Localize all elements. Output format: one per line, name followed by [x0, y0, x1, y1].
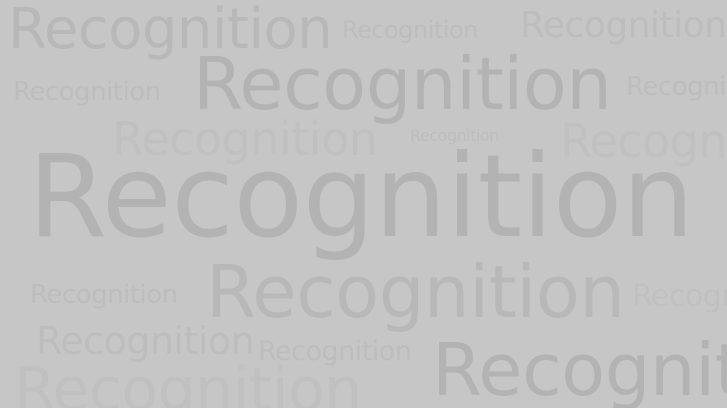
word-recognition: Recognition — [258, 336, 412, 367]
word-recognition: Recognition — [560, 114, 727, 168]
word-recognition: Recognition — [632, 279, 727, 314]
word-recognition: Recognition — [206, 250, 625, 334]
word-recognition: Recognition — [193, 42, 612, 126]
word-recognition: Recognition — [626, 72, 727, 102]
word-recognition: Recognition — [432, 328, 727, 408]
word-recognition: Recognition — [410, 126, 499, 145]
word-recognition: Recognition — [36, 319, 255, 363]
word-recognition: Recognition — [112, 112, 378, 166]
word-recognition: Recognition — [30, 280, 178, 310]
word-recognition: Recognition — [14, 355, 362, 408]
word-recognition: Recognition — [342, 16, 478, 44]
word-recognition: Recognition — [8, 0, 333, 62]
word-recognition: Recognition — [28, 130, 694, 263]
word-recognition: Recognition — [520, 5, 727, 46]
word-recognition: Recognition — [13, 77, 161, 107]
